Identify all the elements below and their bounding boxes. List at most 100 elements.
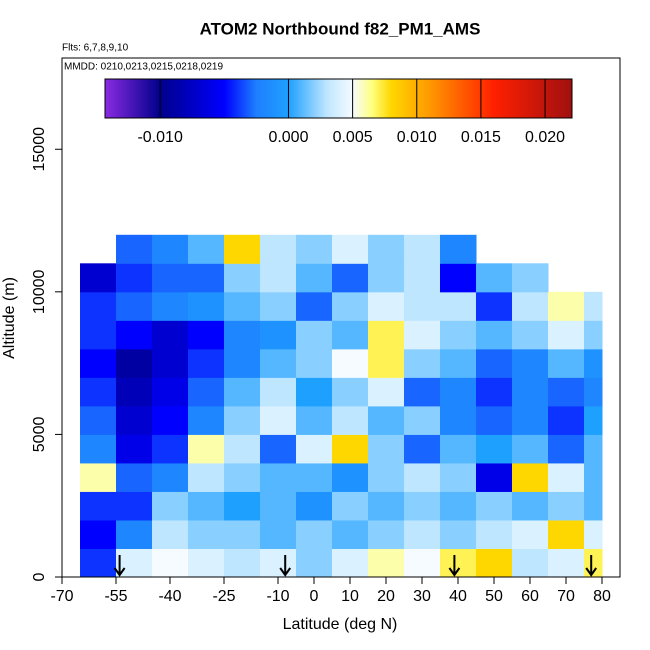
heat-cell <box>188 434 225 464</box>
heat-cell <box>260 234 297 264</box>
colorbar-tick-label: 0.000 <box>268 129 308 146</box>
plot-frame <box>61 57 621 578</box>
heat-cell <box>368 491 405 521</box>
heat-cell <box>188 291 225 321</box>
heat-cell <box>332 320 369 350</box>
heat-cell <box>440 291 477 321</box>
heat-cell <box>512 491 549 521</box>
colorbar-tick-label: 0.010 <box>397 129 437 146</box>
heat-cell <box>440 434 477 464</box>
heat-cell <box>440 462 477 492</box>
heat-cell <box>260 548 297 578</box>
heat-cell <box>80 519 117 549</box>
heat-cell <box>188 519 225 549</box>
heat-cell <box>116 377 153 407</box>
heat-cell <box>512 320 549 350</box>
arrow <box>279 555 292 577</box>
heat-cell <box>116 348 153 378</box>
heat-cell <box>260 377 297 407</box>
heat-cell <box>332 491 369 521</box>
heat-cell <box>296 548 333 578</box>
heat-cell <box>116 291 153 321</box>
heat-cell <box>116 234 153 264</box>
heat-cell <box>512 291 549 321</box>
heat-cell <box>224 491 261 521</box>
heat-cell <box>224 234 261 264</box>
heat-cell <box>584 519 603 549</box>
colorbar <box>104 78 573 119</box>
heat-cell <box>80 263 117 293</box>
heat-cell <box>584 405 603 435</box>
heat-cell <box>296 234 333 264</box>
heat-cell <box>404 348 441 378</box>
x-tick-label: 20 <box>377 588 395 605</box>
heat-cell <box>332 462 369 492</box>
heat-cell <box>260 291 297 321</box>
heat-cell <box>368 320 405 350</box>
y-tick-label: 10000 <box>31 269 48 314</box>
subtitle: Flts: 6,7,8,9,10 <box>62 43 129 54</box>
heat-cell <box>476 291 513 321</box>
heat-cell <box>224 377 261 407</box>
colorbar-tick-label: 0.015 <box>461 129 501 146</box>
heat-cell <box>512 519 549 549</box>
heat-cell <box>188 348 225 378</box>
heat-cell <box>368 234 405 264</box>
heat-cell <box>80 491 117 521</box>
heat-cell <box>80 405 117 435</box>
heat-cell <box>476 519 513 549</box>
heat-cell <box>584 320 603 350</box>
heat-cell <box>224 462 261 492</box>
heat-cell <box>260 519 297 549</box>
heat-cell <box>224 348 261 378</box>
chart-title: ATOM2 Northbound f82_PM1_AMS <box>200 19 481 38</box>
heat-cell <box>584 377 603 407</box>
x-tick-label: 50 <box>485 588 503 605</box>
heat-cell <box>476 491 513 521</box>
heat-cell <box>332 377 369 407</box>
heat-cell <box>296 377 333 407</box>
heat-cell <box>332 291 369 321</box>
heat-cell <box>548 548 585 578</box>
heat-cell <box>476 377 513 407</box>
annotation: MMDD: 0210,0213,0215,0218,0219 <box>64 62 223 73</box>
heat-cell <box>296 348 333 378</box>
heat-cell <box>152 291 189 321</box>
x-tick-label: 30 <box>413 588 431 605</box>
heat-cell <box>260 434 297 464</box>
heat-cell <box>332 548 369 578</box>
heat-cell <box>224 405 261 435</box>
heat-cell <box>440 405 477 435</box>
heat-cell <box>368 462 405 492</box>
heat-cell <box>404 434 441 464</box>
heat-cell <box>80 434 117 464</box>
heat-cell <box>116 491 153 521</box>
x-tick-label: -40 <box>158 588 181 605</box>
y-tick-label: 5000 <box>31 417 48 453</box>
heat-cell <box>440 263 477 293</box>
heat-cell <box>512 548 549 578</box>
heat-cell <box>368 519 405 549</box>
heat-cell <box>548 434 585 464</box>
heat-cell <box>296 434 333 464</box>
heat-cell <box>296 491 333 521</box>
heat-cell <box>548 462 585 492</box>
heat-cell <box>404 405 441 435</box>
heat-cell <box>548 291 585 321</box>
heat-cell <box>260 263 297 293</box>
heat-cell <box>404 491 441 521</box>
heat-cell <box>584 462 603 492</box>
heat-cell <box>476 434 513 464</box>
heat-cell <box>188 405 225 435</box>
x-axis-label: Latitude (deg N) <box>283 616 398 633</box>
heat-cell <box>260 348 297 378</box>
heat-cell <box>368 434 405 464</box>
heat-cell <box>368 263 405 293</box>
heat-cell <box>440 519 477 549</box>
heat-cell <box>296 263 333 293</box>
heat-cell <box>512 348 549 378</box>
heat-cell <box>368 548 405 578</box>
heat-cell <box>404 462 441 492</box>
arrow <box>113 555 126 577</box>
colorbar-tick-label: 0.005 <box>333 129 373 146</box>
